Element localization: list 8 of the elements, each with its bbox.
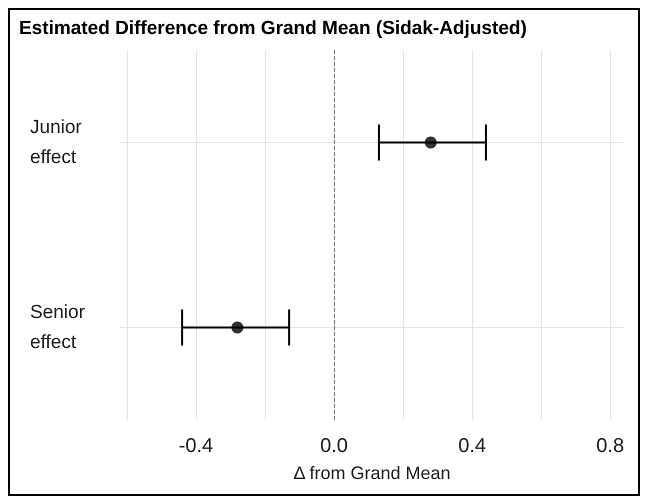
- x-tick-label: 0.4: [458, 435, 486, 457]
- x-tick-label: -0.4: [178, 435, 214, 457]
- x-tick-label: 0.8: [596, 435, 624, 457]
- chart-title: Estimated Difference from Grand Mean (Sidak-Adjusted): [19, 18, 527, 39]
- x-axis-title: Δ from Grand Mean: [293, 463, 451, 483]
- y-tick-label: Senior effect: [30, 302, 90, 353]
- x-tick-label: 0.0: [320, 435, 348, 457]
- y-tick-label: Junior effect: [30, 117, 88, 168]
